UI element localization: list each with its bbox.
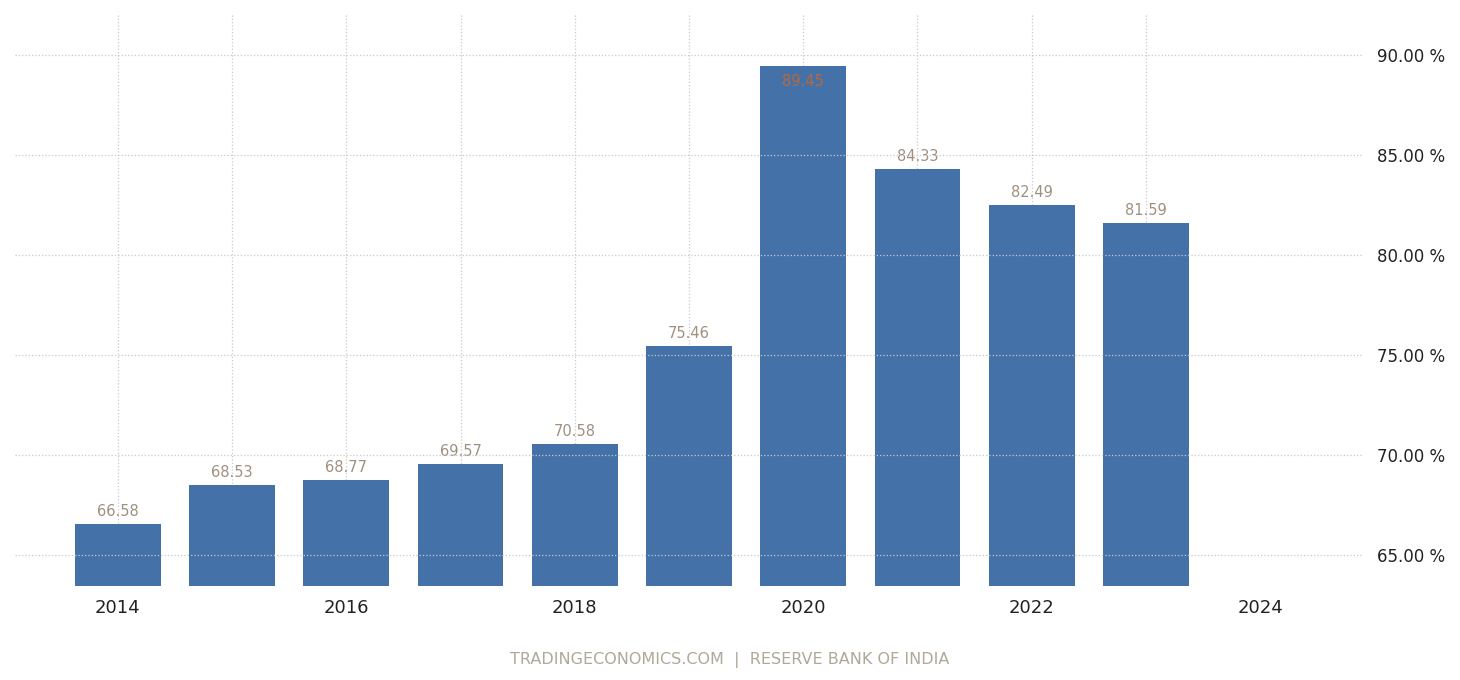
Text: 66.58: 66.58 <box>96 504 139 519</box>
Text: 82.49: 82.49 <box>1010 186 1053 201</box>
Text: 69.57: 69.57 <box>439 444 482 459</box>
Bar <box>418 464 504 585</box>
Bar <box>647 346 731 585</box>
Text: 70.58: 70.58 <box>553 424 596 439</box>
Text: 89.45: 89.45 <box>783 74 823 89</box>
Text: 68.53: 68.53 <box>212 465 253 480</box>
Bar <box>74 524 161 585</box>
Bar <box>531 444 618 585</box>
Bar <box>988 205 1075 585</box>
Text: TRADINGECONOMICS.COM  |  RESERVE BANK OF INDIA: TRADINGECONOMICS.COM | RESERVE BANK OF I… <box>511 651 949 668</box>
Bar <box>761 66 845 585</box>
Bar <box>875 169 961 585</box>
Text: 84.33: 84.33 <box>896 148 939 163</box>
Bar <box>1104 224 1188 585</box>
Text: 81.59: 81.59 <box>1126 203 1167 218</box>
Text: 75.46: 75.46 <box>669 326 710 341</box>
Text: 68.77: 68.77 <box>326 460 368 475</box>
Bar <box>304 480 390 585</box>
Bar <box>190 485 274 585</box>
